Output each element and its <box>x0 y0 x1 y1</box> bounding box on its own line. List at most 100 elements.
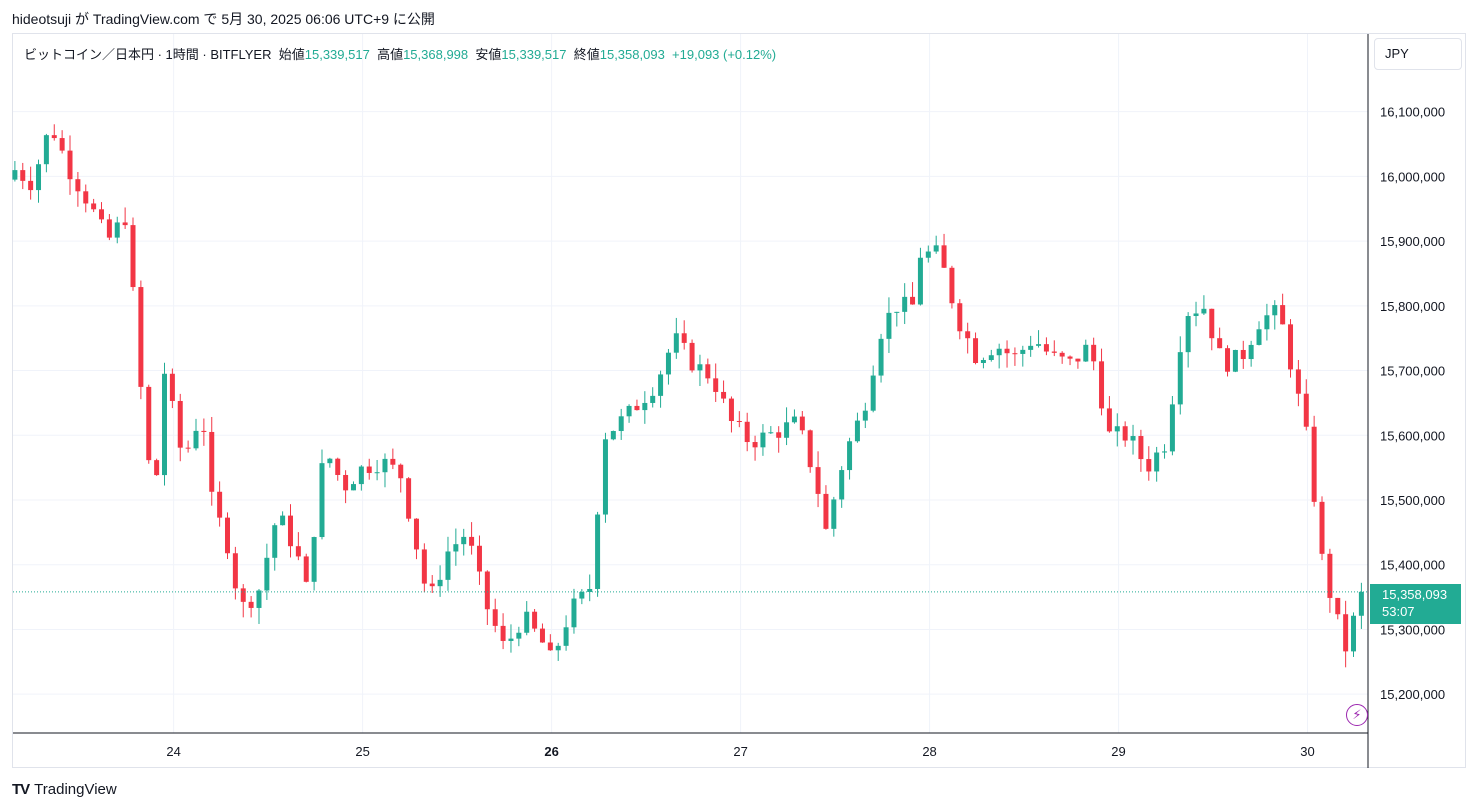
candle-body <box>736 420 742 422</box>
candle-body <box>587 588 593 592</box>
candle-body <box>973 338 979 363</box>
candle-body <box>1169 404 1175 452</box>
y-tick-label: 15,800,000 <box>1380 299 1445 314</box>
candle-body <box>925 251 931 258</box>
high-label: 高値 <box>377 47 404 62</box>
candle-body <box>1185 316 1191 353</box>
candle-body <box>217 491 223 518</box>
candle-body <box>1217 338 1223 349</box>
candle-body <box>721 391 727 399</box>
candle-body <box>634 405 640 411</box>
candle-body <box>43 135 49 165</box>
candle-body <box>1343 614 1349 652</box>
candle-body <box>469 536 475 546</box>
candle-body <box>20 170 26 181</box>
candle-body <box>1351 615 1357 652</box>
candle-body <box>839 470 845 500</box>
candle-body <box>1043 344 1049 352</box>
low-value: 15,339,517 <box>501 47 567 62</box>
candle-body <box>941 245 947 268</box>
candle-body <box>177 400 183 448</box>
candle-body <box>744 421 750 443</box>
candle-body <box>264 557 270 591</box>
candle-body <box>280 515 286 526</box>
candle-body <box>957 303 963 332</box>
lightning-icon[interactable]: ⚡ <box>1346 704 1368 726</box>
chart-frame[interactable] <box>12 33 1466 768</box>
last-price-value: 15,358,093 <box>1382 587 1448 602</box>
candle-body <box>697 364 703 371</box>
publish-caption: hideotsuji が TradingView.com で 5月 30, 20… <box>12 11 435 27</box>
candle-body <box>91 203 97 210</box>
candle-body <box>713 378 719 392</box>
tradingview-logo-icon: TV <box>12 781 30 798</box>
candle-body <box>886 312 892 339</box>
candle-body <box>437 579 443 587</box>
change-value: +19,093 (+0.12%) <box>672 47 777 62</box>
candle-body <box>114 222 120 238</box>
candle-body <box>539 628 545 643</box>
brand-name: TradingView <box>34 781 117 798</box>
candle-body <box>610 431 616 440</box>
candle-body <box>1232 349 1238 372</box>
candle-body <box>965 331 971 339</box>
candle-body <box>854 420 860 442</box>
candle-body <box>1067 356 1073 359</box>
candle-body <box>1193 313 1199 317</box>
open-label: 始値 <box>278 47 305 62</box>
open-value: 15,339,517 <box>304 47 370 62</box>
candle-body <box>138 287 144 387</box>
candle-body <box>752 442 758 448</box>
candle-body <box>240 588 246 602</box>
candle-body <box>689 342 695 371</box>
candle-body <box>996 348 1002 356</box>
close-label: 終値 <box>573 47 600 62</box>
candle-body <box>162 373 168 476</box>
candle-body <box>59 138 65 151</box>
candle-body <box>784 422 790 438</box>
y-tick-label: 16,100,000 <box>1380 105 1445 120</box>
candle-body <box>579 591 585 599</box>
candle-body <box>673 333 679 353</box>
candle-body <box>28 180 34 191</box>
x-tick-label: 27 <box>733 744 747 759</box>
candle-body <box>1138 436 1144 460</box>
candle-body <box>413 518 419 550</box>
candle-body <box>1083 344 1089 362</box>
candle-body <box>642 402 648 411</box>
candle-body <box>319 463 325 538</box>
candle-body <box>1012 353 1018 355</box>
last-price-label: 15,358,093 53:07 <box>1370 584 1461 624</box>
candle-body <box>130 225 136 288</box>
y-tick-label: 15,900,000 <box>1380 234 1445 249</box>
candle-body <box>500 625 506 641</box>
candle-body <box>563 627 569 646</box>
candle-body <box>224 517 230 554</box>
bar-countdown: 53:07 <box>1382 604 1415 619</box>
candle-body <box>1020 349 1026 354</box>
candle-body <box>272 525 278 558</box>
candle-body <box>1327 553 1333 598</box>
candle-body <box>1099 361 1105 409</box>
candle-body <box>248 601 254 608</box>
currency-selector[interactable]: JPY <box>1374 38 1462 70</box>
candle-body <box>791 416 797 423</box>
candle-body <box>1272 305 1278 316</box>
x-tick-label: 29 <box>1111 744 1125 759</box>
candle-body <box>878 338 884 376</box>
brand-footer[interactable]: TV TradingView <box>12 781 117 798</box>
candle-body <box>366 466 372 473</box>
candle-body <box>870 375 876 411</box>
ohlc-legend: ビットコイン／日本円 · 1時間 · BITFLYER 始値15,339,517… <box>24 44 776 63</box>
candle-body <box>1154 452 1160 472</box>
candle-body <box>768 432 774 434</box>
high-value: 15,368,998 <box>403 47 469 62</box>
candle-body <box>658 374 664 396</box>
candle-body <box>650 395 656 403</box>
candle-body <box>571 598 577 628</box>
candle-body <box>1209 308 1215 339</box>
candle-body <box>524 611 530 633</box>
candle-body <box>1319 501 1325 554</box>
candle-body <box>390 458 396 465</box>
